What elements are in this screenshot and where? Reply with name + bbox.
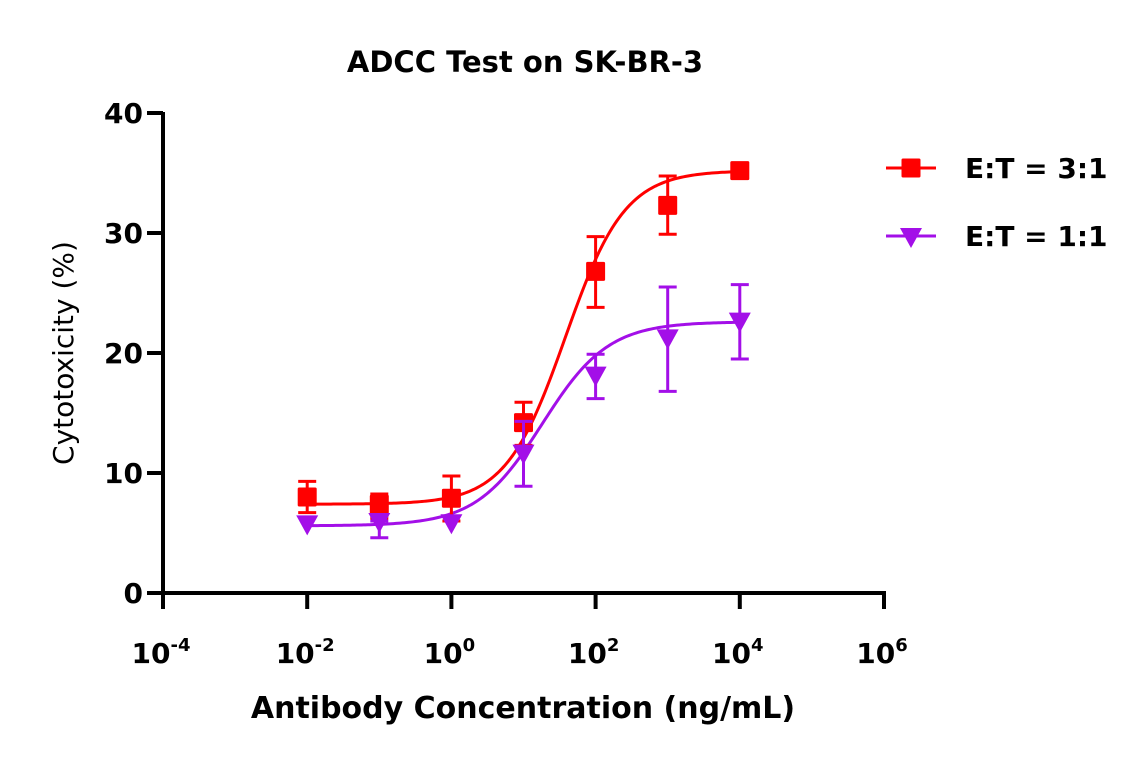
data-point: [728, 312, 751, 333]
legend-square-marker: [901, 158, 921, 178]
y-tick-label: 20: [104, 337, 143, 370]
x-tick-label: 10-2: [276, 635, 335, 670]
data-point: [512, 444, 535, 465]
series-2: [296, 283, 751, 540]
x-tick-label: 100: [424, 635, 476, 670]
data-point: [368, 513, 391, 533]
data-point: [586, 261, 606, 281]
legend-label: E:T = 1:1: [965, 220, 1108, 253]
data-point: [441, 488, 461, 508]
x-tick-label: 102: [568, 635, 620, 670]
y-tick-label: 30: [104, 217, 143, 250]
legend-item-2: E:T = 1:1: [886, 220, 1108, 253]
legend-label: E:T = 3:1: [965, 152, 1108, 185]
x-tick-label: 10-4: [132, 635, 191, 670]
y-axis-label: Cytotoxicity (%): [47, 241, 80, 465]
data-point: [658, 195, 678, 215]
data-point: [369, 494, 389, 514]
axes: 0 10 20 30 40 10-4 10-2 100 102 104 106: [104, 97, 908, 670]
x-axis-label: Antibody Concentration (ng/mL): [251, 691, 795, 726]
data-point: [584, 366, 607, 387]
y-tick-label: 40: [104, 97, 143, 130]
legend-item-1: E:T = 3:1: [886, 152, 1108, 185]
y-tick-label: 0: [124, 577, 143, 610]
data-point: [297, 487, 317, 507]
legend-triangle-marker: [900, 228, 922, 248]
y-tick-label: 10: [104, 457, 143, 490]
x-tick-label: 106: [856, 635, 908, 670]
data-points: [296, 161, 751, 540]
data-point: [656, 329, 679, 350]
data-point: [440, 514, 463, 535]
x-tick-label: 104: [712, 635, 764, 670]
series-1: [297, 161, 750, 523]
chart-title: ADCC Test on SK-BR-3: [347, 45, 703, 79]
data-point: [296, 515, 319, 536]
data-point: [730, 161, 750, 181]
legend: E:T = 3:1 E:T = 1:1: [886, 152, 1108, 253]
